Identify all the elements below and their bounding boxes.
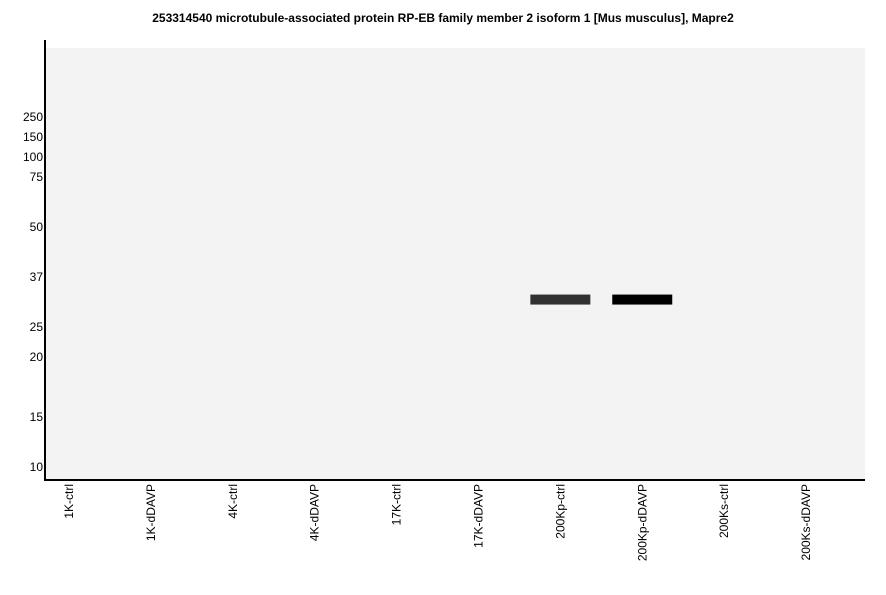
band [612, 294, 673, 305]
plot-area [46, 48, 865, 480]
lane-label: 1K-ctrl [62, 484, 76, 519]
y-tick-label: 250 [23, 110, 43, 124]
y-tick-label: 75 [30, 170, 44, 184]
y-tick-label: 10 [30, 460, 44, 474]
y-tick-label: 50 [30, 220, 44, 234]
band [530, 294, 591, 305]
lane-label: 200Ks-ctrl [717, 484, 731, 538]
lane-label: 17K-dDAVP [471, 484, 485, 548]
y-tick-label: 20 [30, 350, 44, 364]
bands [530, 294, 673, 305]
lane-label: 200Ks-dDAVP [799, 484, 813, 560]
y-axis-ticks: 250 150 100 75 50 37 25 20 15 10 [23, 110, 43, 474]
lane-label: 17K-ctrl [390, 484, 404, 525]
lane-labels: 1K-ctrl 1K-dDAVP 4K-ctrl 4K-dDAVP 17K-ctrl 17… [62, 484, 813, 561]
lane-label: 4K-dDAVP [308, 484, 322, 541]
y-tick-label: 37 [30, 270, 44, 284]
lane-label: 4K-ctrl [226, 484, 240, 519]
y-tick-label: 25 [30, 320, 44, 334]
y-tick-label: 100 [23, 150, 43, 164]
y-tick-label: 15 [30, 410, 44, 424]
lane-label: 200Kp-dDAVP [635, 484, 649, 561]
lane-label: 200Kp-ctrl [553, 484, 567, 539]
chart-title: 253314540 microtubule-associated protein… [152, 11, 734, 25]
y-tick-label: 150 [23, 130, 43, 144]
lane-label: 1K-dDAVP [144, 484, 158, 541]
